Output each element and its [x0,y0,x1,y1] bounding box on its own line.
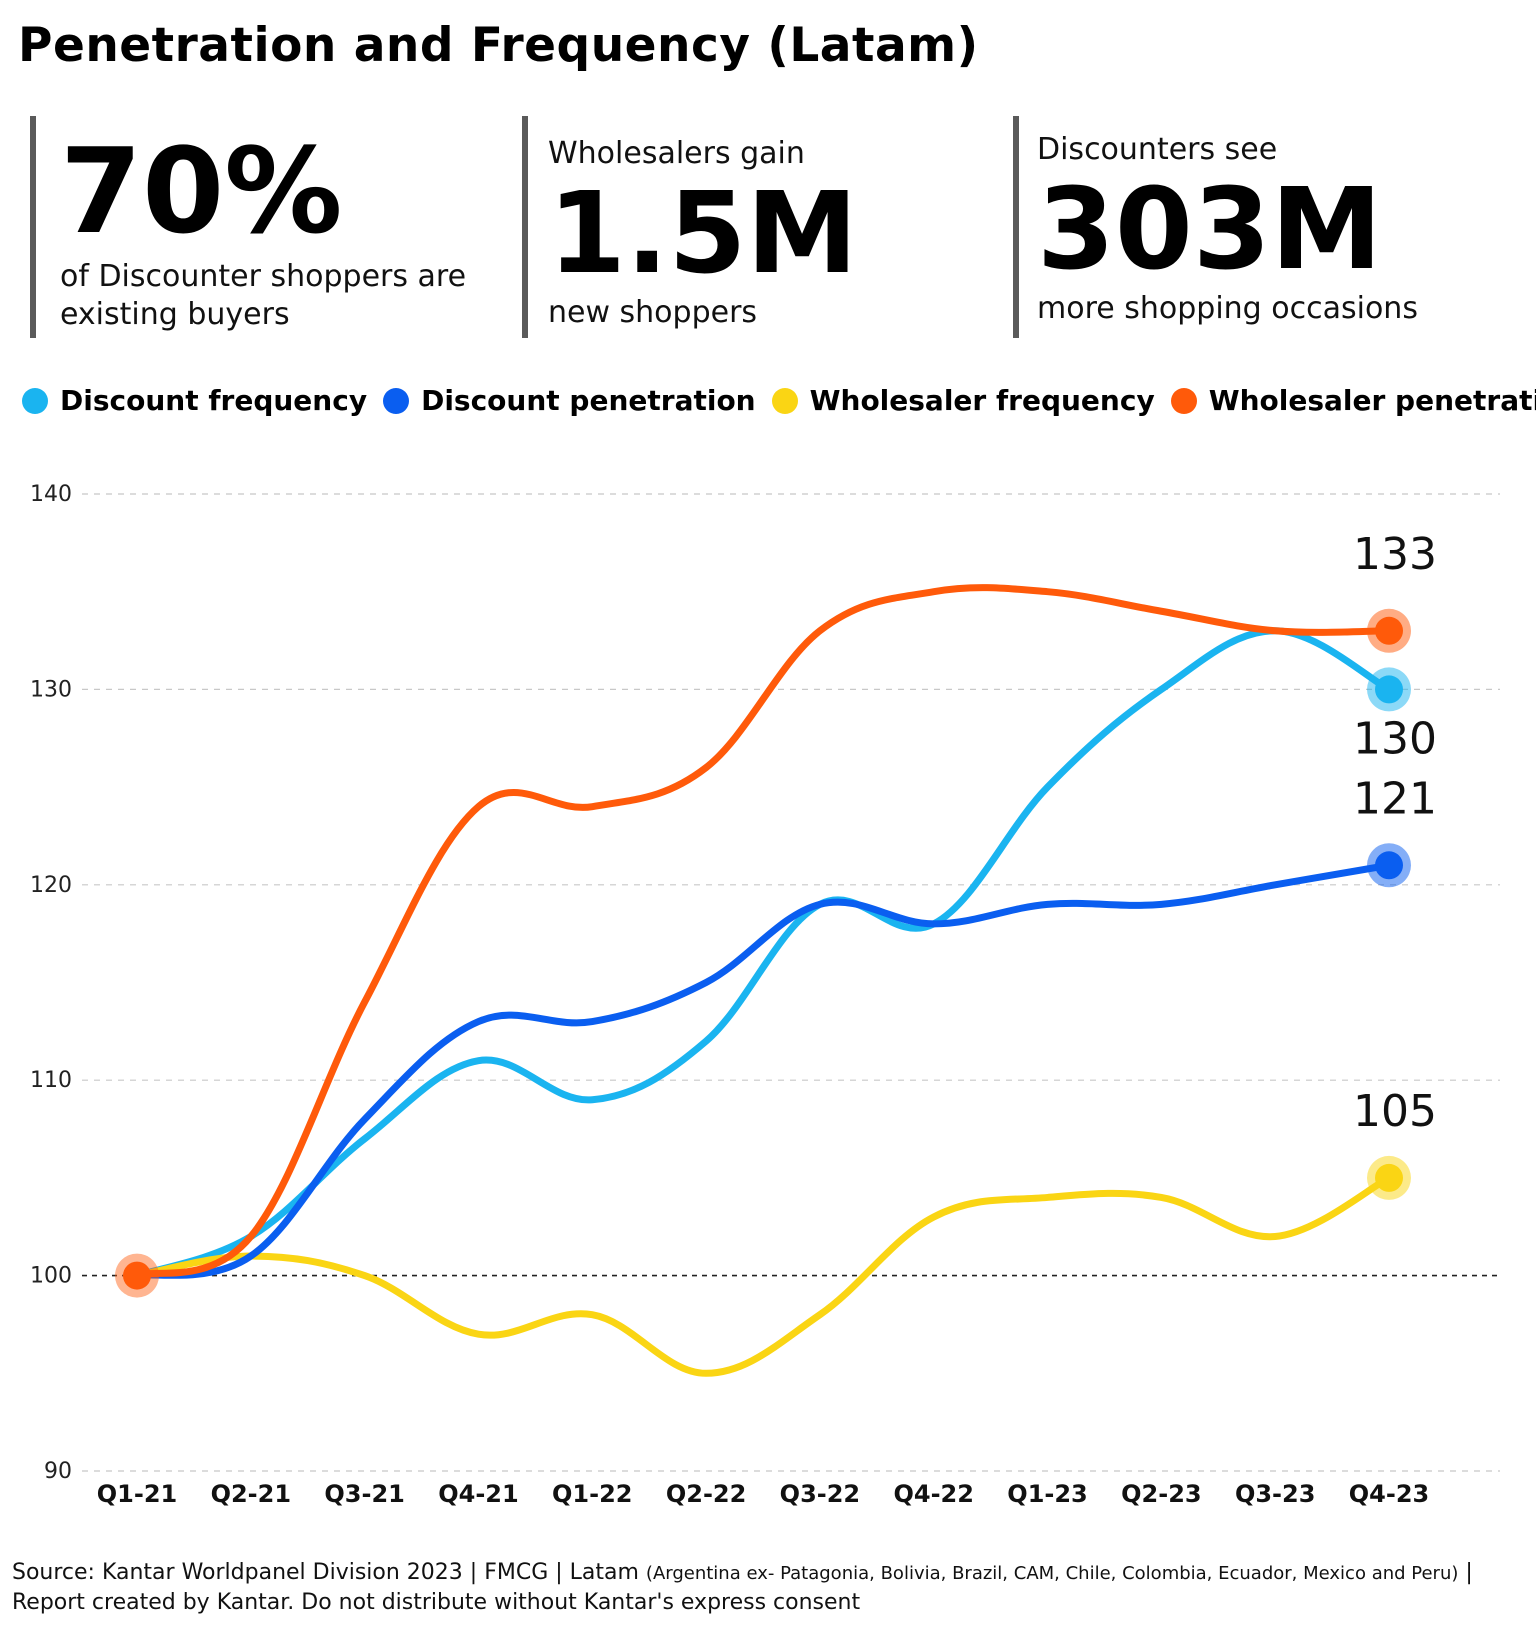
stat-intro: Discounters see [1037,132,1278,167]
stat-caption: of Discounter shoppers are existing buye… [60,259,467,332]
end-point [1375,616,1403,645]
x-tick-label: Q2-23 [1121,1480,1201,1508]
stat-new-shoppers: Wholesalers gain 1.5M new shoppers [522,116,858,338]
end-point [1375,1163,1403,1192]
x-tick-label: Q3-23 [1235,1480,1315,1508]
end-value-label: 130 [1353,713,1437,764]
end-value-label: 121 [1353,773,1437,824]
x-tick-label: Q4-21 [438,1480,518,1508]
x-tick-label: Q2-22 [666,1480,746,1508]
x-tick-label: Q1-23 [1007,1480,1087,1508]
y-tick-label: 140 [30,482,72,507]
legend-dot-icon [1170,387,1197,414]
series-line [133,627,1393,1280]
series-line [133,1174,1393,1377]
stat-caption: new shoppers [548,295,758,330]
end-point [1375,675,1403,704]
stat-intro: Wholesalers gain [548,136,805,171]
stat-caption: more shopping occasions [1037,291,1418,326]
stat-value: 70% [60,122,343,260]
y-tick-label: 130 [30,677,72,702]
end-point [1375,851,1403,880]
legend-label: Wholesaler frequency [809,384,1155,417]
y-tick-label: 120 [30,873,72,898]
legend-label: Discount frequency [60,384,368,417]
source-tail: | Report created by Kantar. Do not distr… [12,1560,1473,1615]
x-tick-label: Q4-23 [1349,1480,1429,1508]
end-value-label: 133 [1353,529,1437,580]
end-value-label: 105 [1353,1086,1437,1137]
x-tick-label: Q4-22 [893,1480,973,1508]
y-tick-label: 110 [30,1068,72,1093]
x-tick-label: Q1-21 [97,1480,177,1508]
x-tick-label: Q2-21 [211,1480,291,1508]
x-tick-label: Q3-21 [324,1480,404,1508]
series-line [133,584,1393,1280]
stat-value: 303M [1037,165,1383,295]
start-point [123,1261,151,1290]
stat-value: 1.5M [548,169,858,299]
stat-existing-buyers: 70% of Discounter shoppers are existing … [30,116,466,338]
legend-item-discount-frequency: Discount frequency [22,384,367,417]
legend-item-discount-penetration: Discount penetration [383,384,756,417]
y-tick-label: 90 [44,1459,72,1484]
legend-item-wholesaler-frequency: Wholesaler frequency [771,384,1155,417]
legend-dot-icon [383,387,410,414]
series-line [133,861,1393,1280]
stat-shopping-occasions: Discounters see 303M more shopping occas… [1013,116,1418,338]
source-detail: (Argentina ex- Patagonia, Bolivia, Brazi… [645,1563,1459,1584]
x-tick-label: Q3-22 [780,1480,860,1508]
y-tick-label: 100 [30,1264,72,1289]
legend-dot-icon [771,387,798,414]
legend-item-wholesaler-penetration: Wholesaler penetration [1170,384,1536,417]
source-main: Source: Kantar Worldpanel Division 2023 … [12,1560,639,1585]
chart-legend: Discount frequency Discount penetration … [22,384,1536,417]
line-chart: 90 100 110 120 130 140 Q1-21 Q2-21 Q3-21 Q4-21 Q1-… [30,482,1500,1508]
page-title: Penetration and Frequency (Latam) [18,18,979,73]
legend-label: Discount penetration [421,384,756,417]
x-tick-label: Q1-22 [552,1480,632,1508]
source-note: Source: Kantar Worldpanel Division 2023 … [12,1558,1522,1617]
legend-label: Wholesaler penetration [1208,384,1536,417]
legend-dot-icon [22,387,48,414]
